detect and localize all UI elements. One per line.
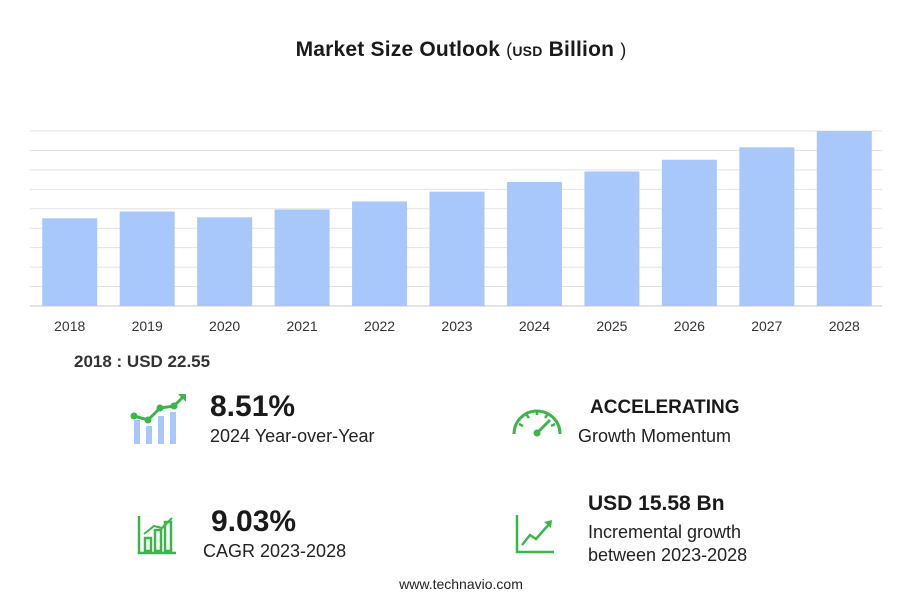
x-tick-label: 2027 (751, 318, 782, 334)
momentum-stat: ACCELERATING Growth Momentum (578, 397, 740, 447)
bar-2023 (429, 191, 485, 306)
bar-2026 (661, 159, 717, 306)
yoy-stat: 8.51% 2024 Year-over-Year (210, 390, 374, 447)
cagr-label: CAGR 2023-2028 (203, 541, 347, 561)
bar-2022 (352, 201, 408, 306)
x-tick-label: 2026 (674, 318, 705, 334)
x-tick-label: 2018 (54, 318, 85, 334)
footer-source: www.technavio.com (399, 576, 523, 592)
bar-2018 (42, 218, 98, 306)
bars-group (42, 131, 872, 306)
x-tick-label: 2028 (829, 318, 860, 334)
momentum-label: Growth Momentum (578, 426, 732, 446)
bar-2027 (739, 147, 795, 306)
title-unit: USD (512, 43, 543, 59)
x-tick-label: 2022 (364, 318, 395, 334)
x-tick-label: 2019 (132, 318, 163, 334)
bar-2020 (197, 217, 253, 306)
bar-2019 (119, 211, 175, 306)
bar-2025 (584, 171, 640, 306)
first-year-value: 2018 : USD 22.55 (74, 352, 211, 371)
incremental-label-line1: Incremental growth (588, 522, 742, 542)
growth-chart-icon (130, 394, 186, 444)
speedometer-icon (512, 409, 562, 437)
title-paren-close: ) (620, 40, 627, 60)
chart-title: Market Size Outlook (USD Billion ) (0, 38, 922, 62)
title-paren-open: ( (506, 40, 513, 60)
x-axis-labels: 2018 2019 2020 2021 2022 2023 2024 2025 2026 2027… (54, 318, 860, 334)
yoy-value: 8.51% (210, 390, 296, 423)
incremental-stat: USD 15.58 Bn Incremental growth between … (588, 492, 747, 566)
x-tick-label: 2021 (287, 318, 318, 334)
momentum-value: ACCELERATING (590, 397, 740, 418)
bar-2021 (274, 209, 330, 306)
cagr-value: 9.03% (211, 505, 297, 538)
trend-line-icon (515, 515, 554, 554)
incremental-value: USD 15.58 Bn (588, 492, 725, 515)
x-tick-label: 2024 (519, 318, 550, 334)
bar-2024 (506, 181, 562, 306)
cagr-stat: 9.03% CAGR 2023-2028 (203, 505, 346, 562)
bar-2028 (816, 131, 872, 306)
incremental-label-line2: between 2023-2028 (588, 545, 748, 565)
title-unit-suffix: Billion (548, 38, 615, 61)
bar-chart-icon (137, 516, 176, 555)
yoy-label: 2024 Year-over-Year (210, 426, 375, 446)
title-main: Market Size Outlook (295, 38, 501, 61)
x-tick-label: 2025 (596, 318, 627, 334)
bar-chart: 2018 2019 2020 2021 2022 2023 2024 2025 2026 2027… (30, 130, 882, 334)
x-tick-label: 2023 (441, 318, 472, 334)
x-tick-label: 2020 (209, 318, 240, 334)
